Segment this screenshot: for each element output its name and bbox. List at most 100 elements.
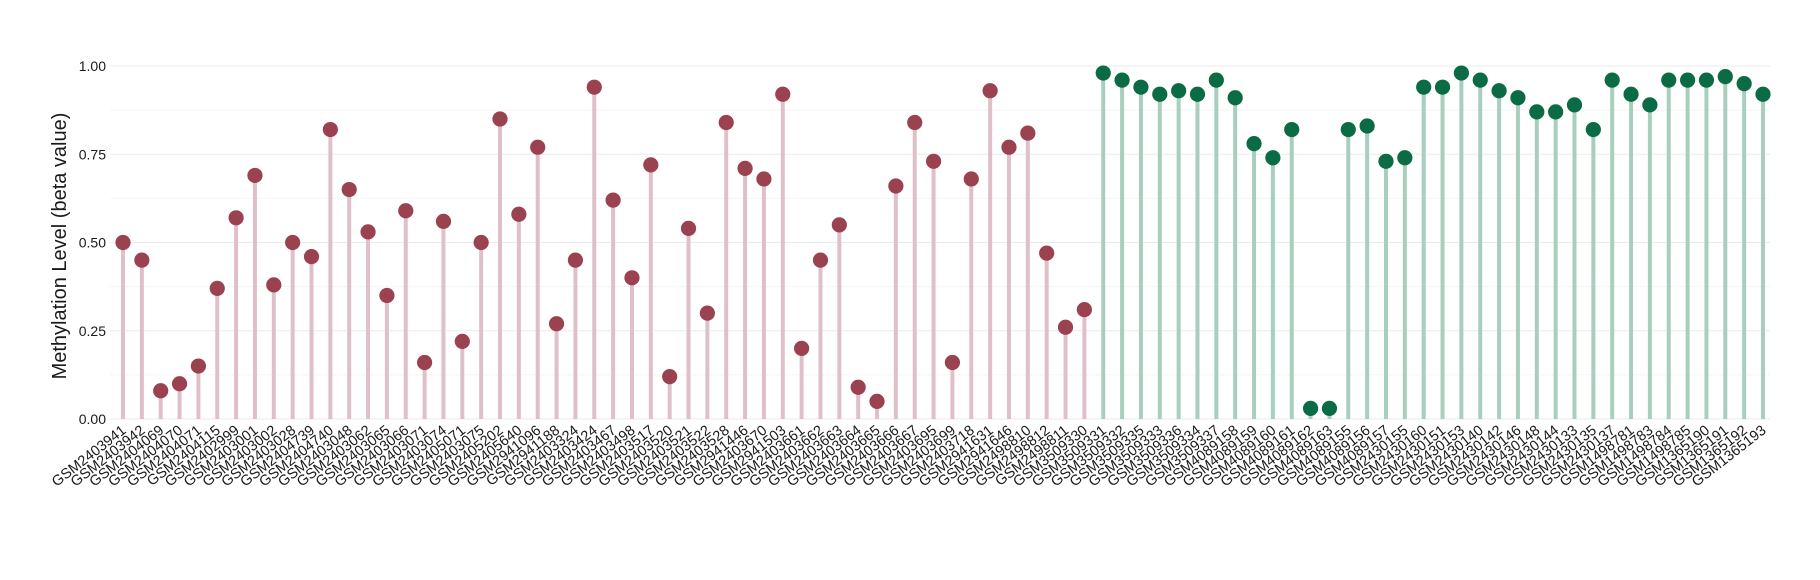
lollipop-point — [435, 213, 452, 229]
lollipop-point — [190, 358, 207, 374]
y-axis-ticks: 0.00 0.25 0.50 0.75 1.00 — [79, 58, 106, 427]
lollipop-point — [1340, 121, 1356, 138]
lollipop-point — [1189, 86, 1206, 102]
lollipop-point — [794, 340, 810, 356]
lollipop-point — [662, 369, 678, 385]
grid-lines — [110, 65, 1770, 420]
lollipop-point — [1717, 68, 1733, 85]
lollipop-point — [492, 111, 508, 127]
lollipop-point — [1076, 301, 1092, 318]
lollipop-point — [115, 234, 131, 251]
lollipop-point — [718, 114, 734, 131]
lollipop-point — [1416, 79, 1432, 95]
lollipop-point — [1604, 72, 1620, 88]
lollipop-point — [869, 393, 885, 409]
lollipop-point — [1039, 245, 1055, 261]
lollipop-point — [1736, 76, 1752, 92]
lollipop-point — [944, 354, 961, 371]
lollipop-point — [530, 139, 546, 155]
lollipop-point — [548, 316, 565, 332]
lollipop-point — [850, 379, 866, 395]
lollipop-stems — [121, 73, 1765, 419]
lollipop-point — [1246, 136, 1262, 152]
lollipop-points — [115, 65, 1771, 417]
lollipop-point — [1208, 72, 1224, 88]
lollipop-point — [379, 287, 395, 304]
lollipop-point — [473, 234, 489, 251]
lollipop-point — [831, 217, 847, 233]
lollipop-point — [680, 220, 697, 236]
lollipop-point — [812, 252, 829, 268]
y-tick-label: 0.25 — [79, 323, 106, 339]
lollipop-point — [134, 252, 150, 268]
lollipop-point — [266, 277, 282, 293]
lollipop-point — [1472, 72, 1488, 88]
lollipop-point — [737, 160, 753, 176]
lollipop-point — [417, 354, 433, 371]
lollipop-point — [1585, 121, 1601, 138]
lollipop-point — [1397, 150, 1413, 166]
lollipop-point — [1001, 139, 1017, 155]
lollipop-point — [888, 178, 904, 194]
lollipop-point — [285, 234, 301, 251]
lollipop-point — [209, 280, 225, 296]
lollipop-point — [341, 181, 357, 198]
lollipop-point — [360, 224, 376, 240]
lollipop-point — [1359, 118, 1375, 134]
lollipop-point — [907, 114, 923, 131]
lollipop-point — [624, 270, 640, 286]
lollipop-point — [171, 376, 188, 392]
lollipop-point — [1133, 79, 1149, 95]
lollipop-point — [1510, 90, 1526, 106]
lollipop-point — [586, 79, 602, 95]
lollipop-point — [1453, 65, 1469, 81]
lollipop-point — [1020, 125, 1036, 141]
lollipop-point — [454, 333, 470, 349]
x-axis-ticks: GSM2403941GSM2403942GSM2404069GSM2404070… — [49, 423, 1769, 491]
lollipop-point — [1265, 150, 1281, 166]
lollipop-point — [1642, 97, 1658, 113]
lollipop-point — [1623, 86, 1639, 102]
lollipop-point — [1434, 79, 1451, 95]
lollipop-point — [153, 383, 169, 399]
y-axis-title: Methylation Level (beta value) — [49, 113, 71, 380]
lollipop-point — [228, 210, 244, 226]
lollipop-point — [1095, 65, 1111, 81]
y-tick-label: 0.75 — [79, 146, 106, 162]
lollipop-point — [1284, 121, 1300, 138]
lollipop-point — [605, 192, 621, 208]
y-tick-label: 0.00 — [79, 411, 106, 427]
lollipop-point — [247, 167, 263, 184]
lollipop-point — [699, 305, 715, 321]
lollipop-point — [322, 121, 338, 138]
lollipop-point — [1755, 86, 1771, 102]
lollipop-point — [775, 86, 791, 102]
lollipop-point — [1661, 72, 1677, 88]
lollipop-point — [398, 203, 414, 219]
y-tick-label: 1.00 — [79, 58, 106, 74]
lollipop-point — [303, 249, 320, 265]
lollipop-point — [1057, 319, 1074, 335]
lollipop-point — [1548, 104, 1564, 120]
lollipop-point — [1679, 72, 1696, 88]
lollipop-point — [1114, 72, 1130, 88]
lollipop-point — [643, 157, 659, 173]
lollipop-point — [1698, 72, 1715, 88]
lollipop-point — [1321, 400, 1338, 417]
lollipop-point — [1529, 104, 1545, 120]
lollipop-point — [756, 171, 772, 187]
lollipop-point — [963, 171, 979, 187]
lollipop-point — [1227, 90, 1243, 106]
lollipop-point — [511, 206, 527, 222]
lollipop-point — [567, 252, 584, 268]
lollipop-point — [1302, 400, 1319, 417]
lollipop-point — [1491, 83, 1507, 99]
lollipop-point — [982, 83, 998, 99]
lollipop-point — [925, 153, 942, 169]
lollipop-point — [1152, 86, 1168, 102]
y-tick-label: 0.50 — [79, 235, 106, 251]
lollipop-point — [1171, 83, 1187, 99]
lollipop-point — [1566, 97, 1583, 113]
